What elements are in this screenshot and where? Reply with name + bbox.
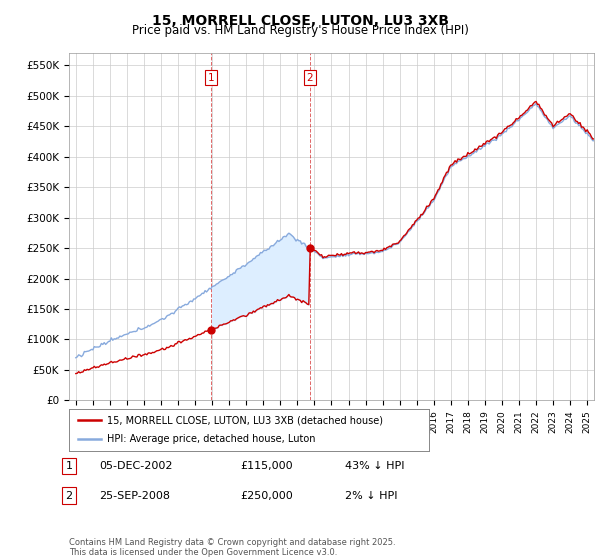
Text: 2: 2 [307, 73, 313, 82]
Text: 25-SEP-2008: 25-SEP-2008 [99, 491, 170, 501]
Text: Price paid vs. HM Land Registry's House Price Index (HPI): Price paid vs. HM Land Registry's House … [131, 24, 469, 37]
Text: £115,000: £115,000 [240, 461, 293, 471]
Text: 2% ↓ HPI: 2% ↓ HPI [345, 491, 398, 501]
Text: 1: 1 [65, 461, 73, 471]
Text: 43% ↓ HPI: 43% ↓ HPI [345, 461, 404, 471]
Text: Contains HM Land Registry data © Crown copyright and database right 2025.
This d: Contains HM Land Registry data © Crown c… [69, 538, 395, 557]
Text: HPI: Average price, detached house, Luton: HPI: Average price, detached house, Luto… [107, 435, 316, 445]
Text: 1: 1 [208, 73, 214, 82]
Text: £250,000: £250,000 [240, 491, 293, 501]
Text: 15, MORRELL CLOSE, LUTON, LU3 3XB: 15, MORRELL CLOSE, LUTON, LU3 3XB [151, 14, 449, 28]
Text: 2: 2 [65, 491, 73, 501]
Text: 15, MORRELL CLOSE, LUTON, LU3 3XB (detached house): 15, MORRELL CLOSE, LUTON, LU3 3XB (detac… [107, 415, 383, 425]
Text: 05-DEC-2002: 05-DEC-2002 [99, 461, 173, 471]
